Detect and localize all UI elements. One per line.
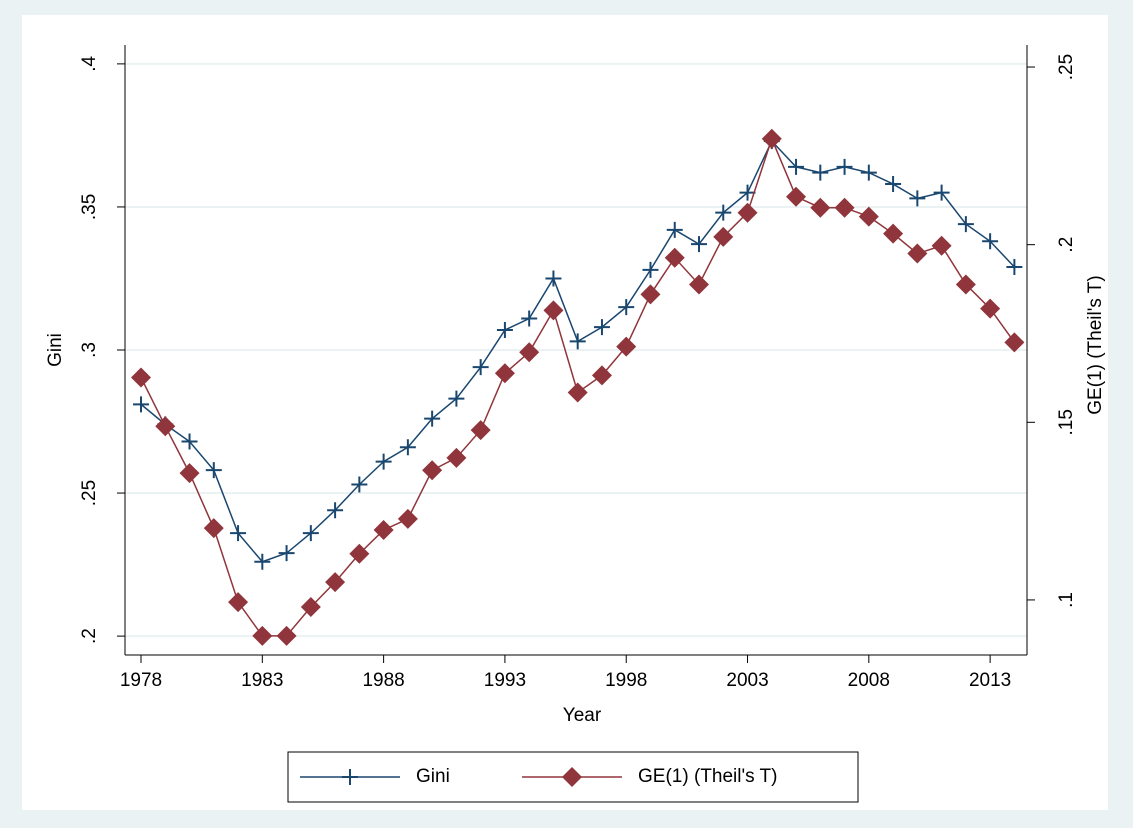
marker bbox=[691, 236, 707, 253]
x-tick-label: 1983 bbox=[241, 670, 283, 691]
marker bbox=[836, 158, 853, 175]
marker bbox=[786, 186, 807, 207]
marker bbox=[230, 525, 247, 542]
x-tick-label: 1978 bbox=[120, 670, 162, 691]
marker bbox=[519, 342, 540, 363]
marker bbox=[446, 447, 467, 468]
marker bbox=[885, 176, 902, 193]
y-tick-label: .25 bbox=[79, 480, 100, 506]
y2-axis-title: GE(1) (Theil's T) bbox=[1085, 275, 1106, 414]
marker bbox=[349, 543, 370, 564]
marker bbox=[955, 274, 976, 295]
marker bbox=[373, 519, 394, 540]
x-tick-label: 1988 bbox=[362, 670, 404, 691]
y2-tick-label: .1 bbox=[1056, 592, 1077, 608]
marker bbox=[982, 233, 999, 250]
marker bbox=[470, 420, 491, 441]
y-tick-label: .35 bbox=[79, 194, 100, 220]
marker bbox=[933, 184, 950, 201]
legend-label: Gini bbox=[416, 766, 450, 787]
x-tick-label: 2008 bbox=[848, 670, 890, 691]
y-tick-label: .2 bbox=[79, 628, 100, 644]
marker bbox=[351, 476, 368, 493]
x-tick-label: 2003 bbox=[726, 670, 768, 691]
marker bbox=[957, 216, 974, 233]
marker bbox=[860, 164, 877, 181]
marker bbox=[761, 128, 782, 149]
marker bbox=[907, 243, 928, 264]
marker bbox=[715, 204, 732, 221]
marker bbox=[569, 333, 586, 350]
y2-tick-label: .2 bbox=[1056, 237, 1077, 253]
marker bbox=[399, 439, 416, 456]
marker bbox=[689, 274, 709, 295]
marker bbox=[810, 197, 831, 218]
marker bbox=[834, 197, 855, 218]
marker bbox=[179, 463, 200, 484]
x-axis-title: Year bbox=[563, 705, 602, 726]
marker bbox=[228, 592, 249, 613]
marker bbox=[472, 359, 489, 376]
marker bbox=[424, 410, 441, 427]
marker bbox=[276, 625, 297, 646]
y2-tick-label: .25 bbox=[1056, 54, 1077, 80]
marker bbox=[543, 300, 564, 321]
marker bbox=[252, 625, 273, 646]
marker bbox=[812, 164, 829, 181]
marker bbox=[883, 223, 904, 244]
legend-marker bbox=[342, 769, 358, 785]
marker bbox=[788, 158, 805, 175]
marker bbox=[618, 299, 635, 316]
marker bbox=[593, 319, 610, 336]
marker bbox=[1006, 259, 1023, 276]
marker bbox=[737, 202, 758, 223]
marker bbox=[739, 184, 756, 201]
marker bbox=[666, 221, 683, 238]
y-tick-label: .3 bbox=[79, 342, 100, 358]
marker bbox=[642, 261, 659, 278]
marker bbox=[203, 518, 224, 539]
marker bbox=[448, 390, 465, 407]
marker bbox=[300, 597, 321, 618]
marker bbox=[931, 235, 952, 256]
marker bbox=[494, 363, 515, 384]
marker bbox=[521, 310, 538, 327]
marker bbox=[325, 572, 346, 593]
marker bbox=[327, 502, 344, 519]
y-tick-label: .4 bbox=[79, 56, 100, 72]
legend-label: GE(1) (Theil's T) bbox=[638, 766, 777, 787]
marker bbox=[545, 270, 562, 287]
marker bbox=[133, 396, 150, 413]
marker bbox=[980, 298, 1001, 319]
marker bbox=[909, 190, 926, 207]
marker bbox=[254, 553, 271, 570]
x-tick-label: 2013 bbox=[969, 670, 1011, 691]
y-axis-title: Gini bbox=[45, 333, 66, 367]
marker bbox=[664, 247, 685, 268]
marker bbox=[591, 365, 612, 386]
marker bbox=[713, 226, 734, 247]
marker bbox=[858, 206, 879, 227]
marker bbox=[375, 453, 392, 470]
marker bbox=[640, 284, 661, 305]
marker bbox=[205, 462, 222, 479]
marker bbox=[1004, 332, 1025, 353]
x-tick-label: 1993 bbox=[484, 670, 526, 691]
marker bbox=[302, 525, 319, 542]
marker bbox=[181, 433, 198, 450]
legend-marker bbox=[562, 767, 582, 787]
marker bbox=[397, 508, 418, 529]
marker bbox=[131, 367, 152, 388]
marker bbox=[496, 321, 513, 338]
marker bbox=[278, 545, 295, 562]
marker bbox=[155, 416, 176, 437]
x-tick-label: 1998 bbox=[605, 670, 647, 691]
marker bbox=[422, 460, 443, 481]
y2-tick-label: .15 bbox=[1056, 409, 1077, 435]
marker bbox=[567, 382, 588, 403]
marker bbox=[616, 336, 637, 357]
